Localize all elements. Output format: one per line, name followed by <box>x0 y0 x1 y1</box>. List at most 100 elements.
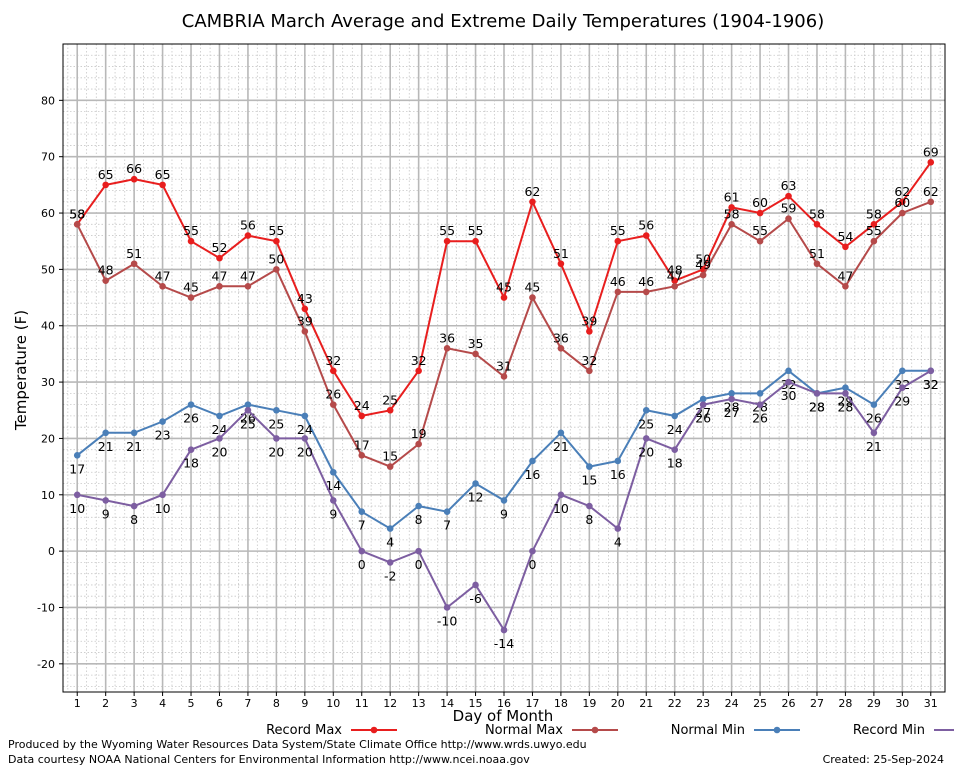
x-tick-label: 28 <box>838 697 852 710</box>
y-axis-ticks: -20 -10 0 10 20 30 40 50 60 70 80 <box>37 94 63 671</box>
record-min-data-label: -10 <box>437 613 457 628</box>
record-max-point <box>358 412 366 420</box>
record-max-point <box>130 175 138 183</box>
record-min-point <box>813 390 821 397</box>
record-max-point <box>899 198 906 206</box>
record-min-point <box>386 559 394 566</box>
record-max-point <box>870 221 878 228</box>
record-max-point <box>614 237 622 245</box>
normal-max-point <box>642 288 650 296</box>
record-max-data-label: 43 <box>297 291 313 306</box>
y-tick-label: 70 <box>41 151 55 164</box>
record-min-point <box>273 435 280 442</box>
normal-min-data-label: 21 <box>98 439 114 454</box>
normal-max-point <box>756 237 764 245</box>
normal-max-point <box>472 350 479 358</box>
normal-min-data-label: 16 <box>610 467 626 482</box>
record-max-point <box>329 367 337 375</box>
record-max-data-label: 55 <box>183 223 199 238</box>
normal-max-point <box>785 215 792 222</box>
record-min-data-label: 28 <box>837 399 853 414</box>
record-min-point <box>728 395 735 403</box>
record-max-point <box>927 159 935 166</box>
normal-min-data-label: 24 <box>297 422 313 437</box>
normal-max-data-label: 47 <box>667 268 683 283</box>
x-tick-label: 20 <box>611 697 625 710</box>
normal-min-point <box>500 497 508 504</box>
record-max-data-label: 55 <box>468 223 484 238</box>
normal-min-point <box>415 502 422 510</box>
normal-max-data-label: 60 <box>894 195 910 210</box>
normal-min-point <box>699 395 707 403</box>
record-min-data-label: 0 <box>528 557 536 572</box>
record-max-data-label: 60 <box>752 195 768 210</box>
normal-min-data-label: 28 <box>724 399 740 414</box>
normal-min-point <box>756 390 764 397</box>
normal-max-point <box>671 282 679 290</box>
record-max-data-label: 25 <box>382 392 398 407</box>
record-max-data-label: 58 <box>69 206 85 221</box>
record-min-data-label: 18 <box>667 456 683 471</box>
record-max-point <box>301 305 309 313</box>
record-min-data-label: 25 <box>240 416 256 431</box>
normal-max-data-label: 55 <box>866 223 882 238</box>
normal-min-data-label: 21 <box>126 439 142 454</box>
normal-min-point <box>642 406 650 414</box>
y-tick-label: 30 <box>41 376 55 389</box>
record-max-data-label: 55 <box>610 223 626 238</box>
legend-label-record-min: Record Min <box>853 723 925 738</box>
normal-max-point <box>159 282 166 290</box>
normal-max-point <box>73 221 81 228</box>
record-max-data-label: 61 <box>724 189 740 204</box>
normal-min-data-label: 9 <box>500 506 508 521</box>
record-min-data-label: 9 <box>329 506 337 521</box>
normal-max-data-label: 51 <box>126 246 142 261</box>
normal-min-point <box>529 457 536 465</box>
normal-max-data-label: 26 <box>325 387 341 402</box>
x-tick-label: 1 <box>74 697 81 710</box>
record-min-data-label: 28 <box>809 399 825 414</box>
record-min-point <box>358 547 366 555</box>
x-tick-label: 18 <box>554 697 568 710</box>
normal-max-data-label: 36 <box>439 330 455 345</box>
x-tick-label: 8 <box>273 697 280 710</box>
record-min-data-label: 0 <box>358 557 366 572</box>
record-min-point <box>102 497 109 504</box>
normal-max-data-label: 47 <box>837 268 853 283</box>
record-max-data-label: 65 <box>98 167 114 182</box>
normal-min-data-label: 21 <box>553 439 569 454</box>
y-tick-label: 80 <box>41 94 55 107</box>
y-tick-label: 50 <box>41 263 55 276</box>
x-tick-label: 13 <box>412 697 426 710</box>
record-min-point <box>329 497 337 504</box>
normal-min-data-label: 7 <box>443 518 451 533</box>
normal-min-point <box>443 508 451 515</box>
record-max-point <box>642 232 650 239</box>
x-tick-label: 11 <box>355 697 369 710</box>
x-tick-label: 2 <box>102 697 109 710</box>
x-tick-label: 24 <box>725 697 739 710</box>
record-min-point <box>699 401 707 408</box>
normal-max-data-label: 46 <box>638 274 654 289</box>
record-min-point <box>927 367 935 375</box>
record-min-data-label: 9 <box>102 506 110 521</box>
normal-min-data-label: 23 <box>155 428 171 443</box>
record-max-data-label: 32 <box>325 353 341 368</box>
record-max-point <box>785 192 792 200</box>
record-max-data-label: 58 <box>809 206 825 221</box>
normal-min-data-label: 24 <box>667 422 683 437</box>
normal-max-point <box>614 288 622 296</box>
record-max-data-label: 65 <box>155 167 171 182</box>
normal-min-point <box>728 390 735 397</box>
y-tick-label: 60 <box>41 207 55 220</box>
x-tick-label: 23 <box>696 697 710 710</box>
normal-max-point <box>529 294 536 301</box>
normal-max-data-label: 35 <box>468 336 484 351</box>
x-tick-label: 3 <box>131 697 138 710</box>
record-min-data-label: 26 <box>695 411 711 426</box>
record-max-data-label: 55 <box>439 223 455 238</box>
y-tick-label: 20 <box>41 432 55 445</box>
normal-min-data-label: 27 <box>695 405 711 420</box>
record-max-data-label: 32 <box>411 353 427 368</box>
record-min-data-label: 0 <box>415 557 423 572</box>
